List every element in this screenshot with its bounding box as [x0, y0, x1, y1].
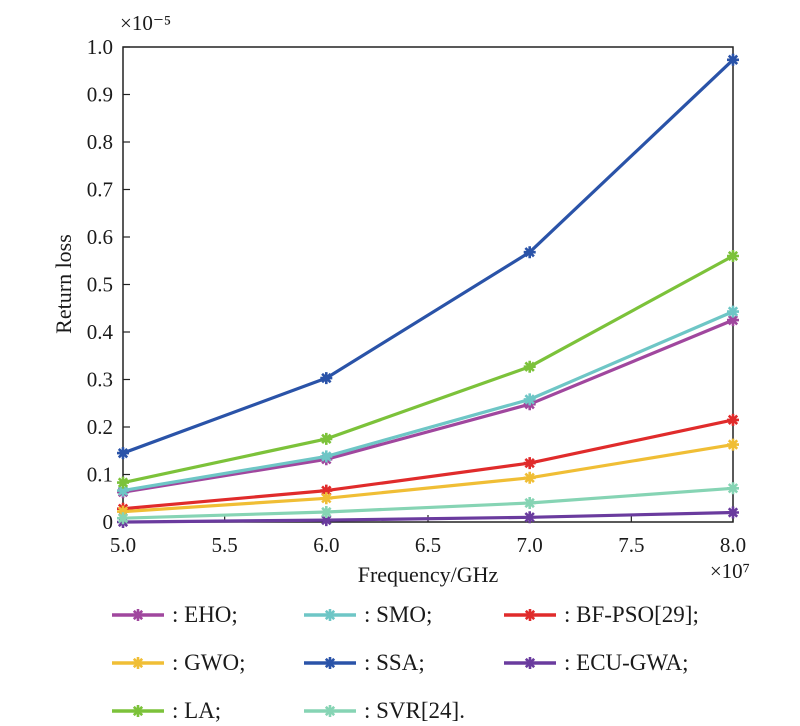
legend-swatch-svr-24	[304, 705, 356, 717]
x-tick-label: 7.5	[618, 533, 644, 557]
series-line-gwo	[122, 443, 734, 514]
data-point-smo	[727, 305, 739, 318]
y-tick-label: 0	[103, 510, 114, 534]
data-point-la	[117, 476, 129, 489]
y-axis: 0 0.1 0.2 0.3 0.4 0.5 0.6 0.7 0.8 0.9 1.0	[87, 35, 130, 534]
data-point-la	[320, 432, 333, 445]
x-tick-label: 6.0	[313, 533, 339, 557]
y-tick-label: 0.7	[87, 178, 113, 202]
legend-swatch-gwo	[112, 657, 164, 669]
y-tick-label: 0.9	[87, 83, 113, 107]
legend-label-ecu-gwa: : ECU-GWA;	[564, 650, 689, 675]
data-point-ssa	[523, 246, 536, 259]
legend-label-svr-24: : SVR[24].	[364, 698, 465, 723]
legend-label-smo: : SMO;	[364, 602, 433, 627]
y-tick-label: 0.1	[87, 463, 113, 487]
data-point-ecu-gwa	[320, 514, 333, 527]
legend-item-smo: : SMO;	[302, 600, 432, 630]
legend-item-eho: : EHO;	[110, 600, 238, 630]
data-point-eho	[727, 314, 739, 327]
legend-item-ssa: : SSA;	[302, 648, 425, 678]
legend-label-ssa: : SSA;	[364, 650, 425, 675]
y-tick-label: 0.8	[87, 130, 113, 154]
data-point-ssa	[117, 447, 129, 460]
legend-item-gwo: : GWO;	[110, 648, 245, 678]
x-tick-label: 6.5	[415, 533, 441, 557]
legend-label-gwo: : GWO;	[172, 650, 246, 675]
legend-item-la: : LA;	[110, 696, 221, 726]
x-tick-label: 5.0	[110, 533, 136, 557]
x-axis: 5.0 5.5 6.0 6.5 7.0 7.5 8.0	[110, 515, 746, 557]
data-point-ecu-gwa	[727, 506, 739, 519]
series-line-eho	[122, 318, 734, 494]
data-point-bf-pso-29	[320, 484, 333, 497]
series-line-la	[122, 254, 734, 485]
legend-item-ecu-gwa: : ECU-GWA;	[502, 648, 689, 678]
y-tick-label: 0.3	[87, 368, 113, 392]
data-point-gwo	[727, 438, 739, 451]
data-point-bf-pso-29	[523, 457, 536, 470]
legend-swatch-ssa	[304, 657, 356, 669]
x-tick-label: 5.5	[212, 533, 238, 557]
y-axis-label: Return loss	[51, 234, 76, 334]
x-axis-multiplier: ×10⁷	[710, 559, 750, 583]
data-point-la	[523, 360, 536, 373]
data-point-smo	[523, 393, 536, 406]
y-tick-label: 1.0	[87, 35, 113, 59]
y-tick-label: 0.6	[87, 225, 113, 249]
y-tick-label: 0.5	[87, 273, 113, 297]
series-line-svr-24	[122, 486, 734, 520]
data-point-svr-24	[320, 506, 333, 518]
series-line-bf-pso-29	[122, 418, 734, 511]
data-point-svr-24	[523, 497, 536, 509]
data-point-smo	[320, 450, 333, 463]
data-point-ecu-gwa	[523, 511, 536, 524]
legend-swatch-bf-pso-29	[504, 609, 556, 621]
data-point-bf-pso-29	[727, 413, 739, 426]
x-tick-label: 7.0	[517, 533, 543, 557]
series-line-smo	[122, 310, 734, 493]
series-line-ecu-gwa	[122, 510, 734, 524]
data-point-ssa	[727, 53, 739, 66]
data-point-gwo	[320, 492, 333, 505]
legend-swatch-la	[112, 705, 164, 717]
data-point-ssa	[320, 372, 333, 385]
series-lines	[117, 53, 739, 528]
legend-swatch-smo	[304, 609, 356, 621]
legend-item-bf-pso-29: : BF-PSO[29];	[502, 600, 699, 630]
legend-item-svr-24: : SVR[24].	[302, 696, 465, 726]
data-point-gwo	[523, 471, 536, 484]
plot-frame	[122, 46, 734, 523]
legend-label-bf-pso-29: : BF-PSO[29];	[564, 602, 699, 627]
data-point-gwo	[117, 505, 129, 518]
y-tick-label: 0.4	[87, 320, 114, 344]
data-point-la	[727, 250, 739, 262]
y-tick-label: 0.2	[87, 415, 113, 439]
x-axis-label: Frequency/GHz	[358, 562, 499, 587]
data-point-smo	[117, 484, 129, 497]
legend-swatch-eho	[112, 609, 164, 621]
legend-label-eho: : EHO;	[172, 602, 238, 627]
y-axis-multiplier: ×10⁻⁵	[120, 11, 171, 35]
legend-swatch-ecu-gwa	[504, 657, 556, 669]
series-line-ssa	[122, 58, 735, 455]
x-tick-label: 8.0	[720, 533, 746, 557]
data-point-svr-24	[727, 482, 739, 495]
legend-label-la: : LA;	[172, 698, 222, 723]
data-point-svr-24	[117, 512, 129, 525]
